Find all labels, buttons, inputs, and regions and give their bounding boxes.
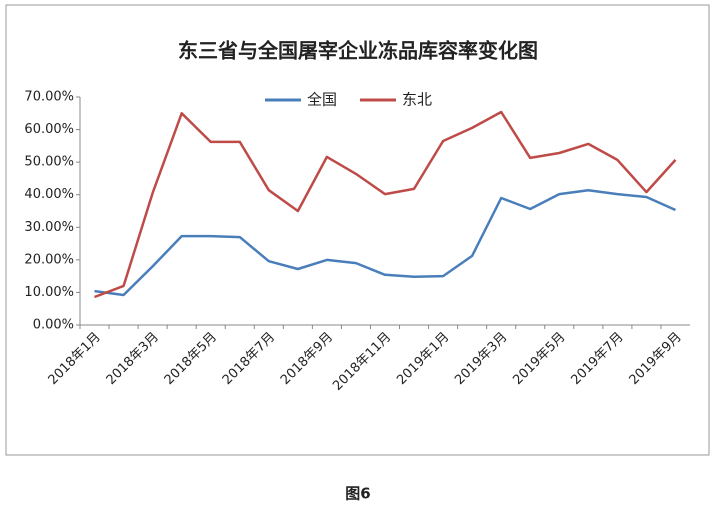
caption: 图6 xyxy=(345,485,370,503)
chart-title: 东三省与全国屠宰企业冻品库容率变化图 xyxy=(178,39,538,63)
y-tick-label: 20.00% xyxy=(24,252,74,267)
y-tick-label: 50.00% xyxy=(24,155,74,170)
y-tick-label: 70.00% xyxy=(24,90,74,105)
legend-label: 东北 xyxy=(402,91,432,109)
y-tick-label: 0.00% xyxy=(33,318,74,333)
line-series xyxy=(94,188,677,297)
line-series xyxy=(94,110,677,299)
y-tick-label: 60.00% xyxy=(24,122,74,137)
y-tick-label: 10.00% xyxy=(24,285,74,300)
y-tick-label: 30.00% xyxy=(24,220,74,235)
chart-border xyxy=(5,4,710,456)
legend-label: 全国 xyxy=(307,91,337,109)
y-tick-label: 40.00% xyxy=(24,187,74,202)
